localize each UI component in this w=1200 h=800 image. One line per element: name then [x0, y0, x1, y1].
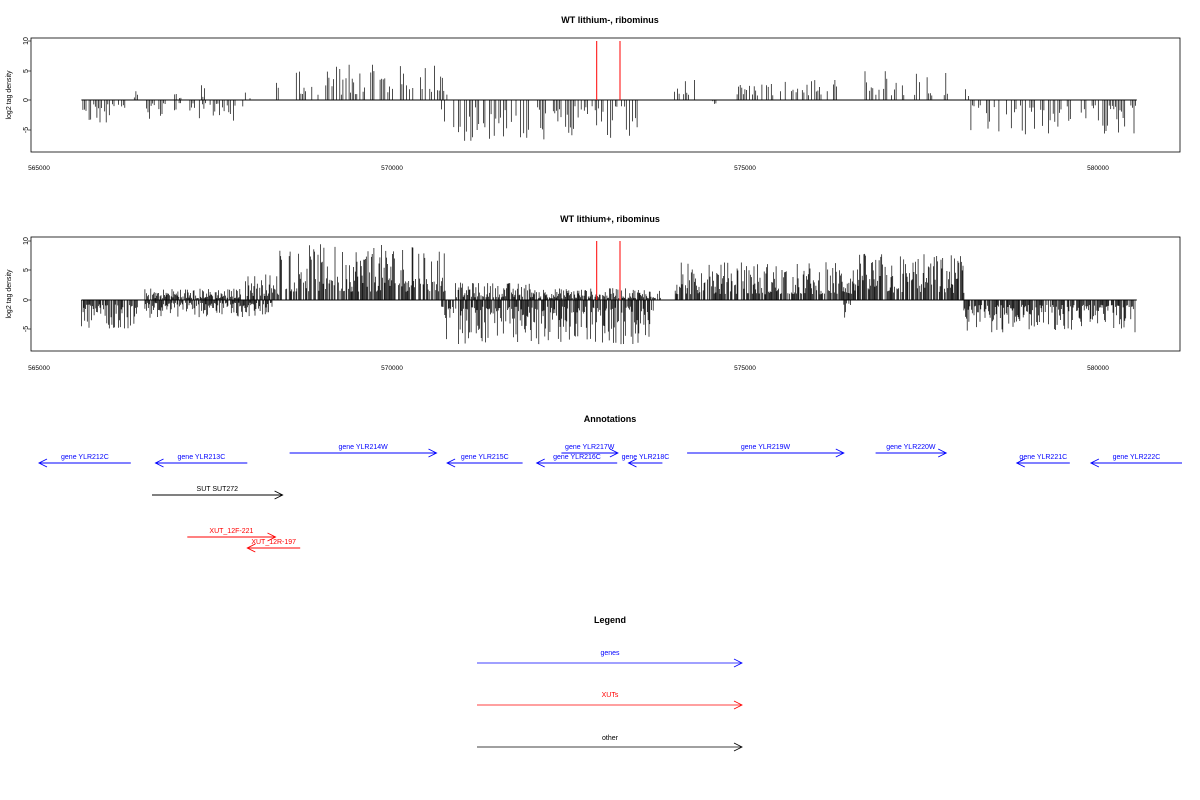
y-axis-ticks: 10 5 0 -5: [23, 237, 31, 332]
feature-label: XUT_12F-221: [209, 528, 253, 535]
annotation-arrows: gene YLR212C gene YLR213C gene YLR214W gene…: [37, 444, 1182, 553]
feature-gene-ylr221c: gene YLR221C: [1015, 454, 1070, 468]
panel-title: WT lithium+, ribominus: [560, 214, 660, 224]
feature-gene-ylr212c: gene YLR212C: [37, 454, 131, 468]
feature-arrowhead: [154, 458, 164, 468]
feature-arrowhead: [37, 458, 48, 468]
x-tick-label: 570000: [381, 165, 403, 172]
x-tick-label: 570000: [381, 365, 403, 372]
feature-label: gene YLR219W: [741, 444, 791, 451]
annotations-title: Annotations: [584, 414, 637, 424]
y-tick-label: 5: [23, 69, 30, 73]
y-tick-label: 10: [23, 37, 30, 45]
feature-gene-ylr217w: gene YLR217W: [561, 444, 619, 458]
feature-label: XUT_12R-197: [251, 539, 296, 546]
feature-arrowhead: [1089, 458, 1100, 468]
feature-label: gene YLR214W: [338, 444, 388, 451]
feature-arrowhead: [274, 490, 284, 500]
feature-arrowhead: [446, 458, 456, 468]
legend: Legend genes XUTs other: [477, 615, 743, 752]
x-tick-label: 565000: [28, 365, 50, 372]
feature-label: gene YLR218C: [622, 454, 670, 461]
feature-label: gene YLR221C: [1019, 454, 1067, 461]
track-panel-lithium-minus: WT lithium-, ribominus log2 tag density …: [6, 15, 1181, 172]
feature-label: gene YLR216C: [553, 454, 601, 461]
feature-arrowhead: [246, 543, 256, 553]
feature-xut_12f-221: XUT_12F-221: [187, 528, 277, 542]
x-tick-label: 580000: [1087, 165, 1109, 172]
feature-label: SUT SUT272: [197, 486, 239, 493]
legend-item-genes: genes: [477, 650, 743, 668]
feature-label: gene YLR213C: [178, 454, 226, 461]
legend-item-other: other: [477, 735, 743, 752]
legend-arrowhead: [733, 700, 743, 710]
feature-label: gene YLR217W: [565, 444, 615, 451]
feature-arrowhead: [267, 532, 277, 542]
legend-label: XUTs: [602, 692, 619, 699]
legend-label: genes: [600, 650, 620, 657]
x-tick-label: 565000: [28, 165, 50, 172]
feature-label: gene YLR222C: [1113, 454, 1161, 461]
feature-arrowhead: [835, 448, 845, 458]
feature-gene-ylr219w: gene YLR219W: [687, 444, 845, 458]
track-panel-lithium-plus: WT lithium+, ribominus log2 tag density …: [6, 214, 1181, 372]
plot-frame: [30, 236, 1181, 352]
feature-gene-ylr222c: gene YLR222C: [1089, 454, 1182, 468]
legend-title: Legend: [594, 615, 626, 625]
feature-gene-ylr218c: gene YLR218C: [622, 454, 670, 468]
feature-gene-ylr216c: gene YLR216C: [535, 454, 618, 468]
x-tick-label: 575000: [734, 365, 756, 372]
annotations-section: Annotations gene YLR212C gene YLR213Cgene…: [37, 414, 1182, 553]
feature-xut_12r-197: XUT_12R-197: [246, 539, 301, 553]
y-tick-label: 5: [23, 268, 30, 272]
feature-arrowhead: [609, 448, 619, 458]
panel-title: WT lithium-, ribominus: [561, 15, 659, 25]
plot-frame: [30, 37, 1181, 153]
legend-item-xuts: XUTs: [477, 692, 743, 710]
bars-group: [81, 241, 1137, 345]
feature-arrowhead: [937, 448, 948, 458]
y-tick-label: 0: [23, 298, 30, 302]
y-tick-label: -5: [23, 127, 30, 133]
y-tick-label: 10: [23, 237, 30, 245]
feature-sut-sut272: SUT SUT272: [152, 486, 284, 500]
legend-arrowhead: [733, 742, 743, 752]
x-axis-ticks: 565000 570000 575000 580000: [28, 165, 1109, 172]
y-axis-label: log2 tag density: [6, 269, 13, 319]
feature-gene-ylr215c: gene YLR215C: [446, 454, 523, 468]
y-tick-label: -5: [23, 326, 30, 332]
feature-label: gene YLR220W: [886, 444, 936, 451]
feature-gene-ylr213c: gene YLR213C: [154, 454, 248, 468]
feature-label: gene YLR215C: [461, 454, 509, 461]
feature-arrowhead: [627, 458, 637, 468]
feature-arrowhead: [1015, 458, 1026, 468]
feature-label: gene YLR212C: [61, 454, 109, 461]
x-tick-label: 580000: [1087, 365, 1109, 372]
x-tick-label: 575000: [734, 165, 756, 172]
feature-gene-ylr220w: gene YLR220W: [875, 444, 948, 458]
bars-group: [81, 41, 1137, 141]
y-axis-label: log2 tag density: [6, 70, 13, 120]
feature-arrowhead: [535, 458, 545, 468]
feature-arrowhead: [428, 448, 438, 458]
legend-label: other: [602, 735, 619, 742]
legend-arrowhead: [733, 658, 743, 668]
y-axis-ticks: 10 5 0 -5: [23, 37, 31, 133]
y-tick-label: 0: [23, 98, 30, 102]
feature-gene-ylr214w: gene YLR214W: [289, 444, 438, 458]
x-axis-ticks: 565000 570000 575000 580000: [28, 365, 1109, 372]
